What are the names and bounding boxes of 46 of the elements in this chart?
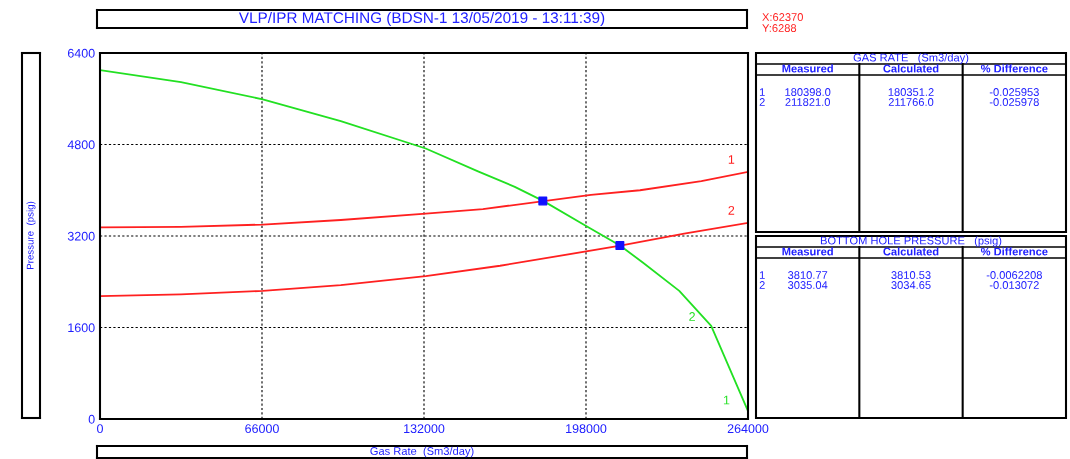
text: Calculated: [883, 247, 939, 256]
text: 211821.0: [785, 98, 830, 106]
text: 180351.2: [888, 88, 934, 96]
text: 2: [759, 281, 765, 289]
text: % Difference: [980, 64, 1048, 73]
annotation: 2: [689, 312, 695, 321]
line-series: [100, 171, 748, 229]
x-tick-label: 264000: [727, 424, 769, 434]
x-axis-title: Gas Rate (Sm3/day): [370, 446, 474, 458]
text: 1: [759, 88, 765, 96]
text: BOTTOM HOLE PRESSURE (psig): [820, 236, 1002, 247]
line-series: [100, 221, 748, 297]
text: Calculated: [883, 64, 939, 73]
x-tick-label: 132000: [404, 424, 445, 434]
chart-title: VLP/IPR MATCHING (BDSN-1 13/05/2019 - 13:11:39): [238, 11, 605, 27]
annotation: 1: [723, 395, 730, 405]
text: GAS RATE (Sm3/day): [853, 53, 969, 64]
text: 180398.0: [785, 88, 831, 96]
text: -0.025978: [989, 98, 1039, 106]
text: -0.025953: [989, 88, 1039, 96]
text: 3810.53: [891, 271, 931, 279]
x-tick-label: 0: [97, 424, 103, 434]
text: Measured: [782, 64, 833, 73]
text: 1: [759, 271, 765, 279]
text: 211766.0: [888, 98, 934, 106]
y-tick-label: 0: [88, 414, 95, 424]
text: % Difference: [980, 247, 1048, 256]
series-label: 2: [728, 205, 735, 215]
series-label: 1: [728, 155, 735, 164]
y-tick-label: 3200: [67, 231, 95, 241]
text: 3034.65: [891, 281, 931, 289]
x-tick-label: 66000: [245, 424, 279, 434]
line-series: [100, 69, 748, 412]
text: Measured: [782, 247, 833, 256]
text: Y:6288: [762, 24, 797, 32]
text: 2: [759, 98, 765, 106]
text: -0.0062208: [986, 271, 1042, 279]
y-tick-label: 1600: [68, 323, 95, 333]
text: 3035.04: [788, 281, 828, 289]
y-tick-label: 6400: [67, 48, 95, 58]
text: X:62370: [762, 13, 803, 21]
x-tick-label: 198000: [566, 424, 607, 434]
text: 3810.77: [788, 271, 828, 279]
y-axis-title: Pressure (psig): [26, 201, 36, 270]
y-tick-label: 4800: [67, 140, 95, 150]
text: -0.013072: [989, 281, 1039, 289]
